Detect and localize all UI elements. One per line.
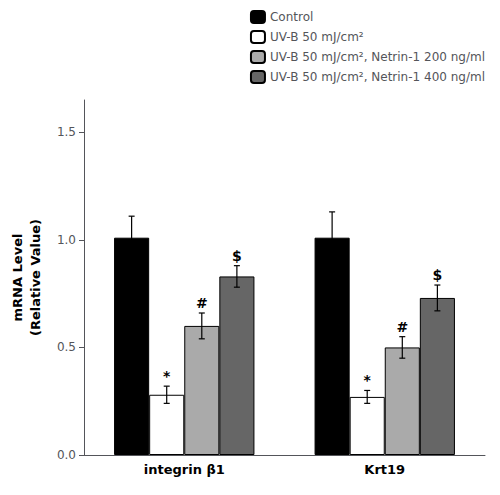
svg-text:1.0: 1.0 [57,233,76,247]
svg-text:integrin β1: integrin β1 [144,462,225,477]
svg-text:1.5: 1.5 [57,125,76,139]
svg-text:*: * [364,372,372,388]
svg-text:$: $ [232,248,242,264]
svg-text:0.5: 0.5 [57,340,76,354]
svg-text:(Relative Value): (Relative Value) [28,219,43,336]
svg-text:#: # [396,319,408,335]
svg-text:$: $ [433,267,443,283]
svg-text:*: * [163,368,171,384]
svg-text:#: # [196,295,208,311]
svg-text:UV-B 50 mJ/cm²: UV-B 50 mJ/cm² [270,30,364,44]
svg-text:Krt19: Krt19 [364,462,405,477]
svg-text:mRNA Level: mRNA Level [10,234,25,322]
svg-text:Control: Control [270,10,313,24]
svg-text:0.0: 0.0 [57,448,76,462]
svg-text:UV-B 50 mJ/cm², Netrin-1 200 n: UV-B 50 mJ/cm², Netrin-1 200 ng/ml [270,50,485,64]
svg-text:UV-B 50 mJ/cm², Netrin-1 400 n: UV-B 50 mJ/cm², Netrin-1 400 ng/ml [270,70,485,84]
